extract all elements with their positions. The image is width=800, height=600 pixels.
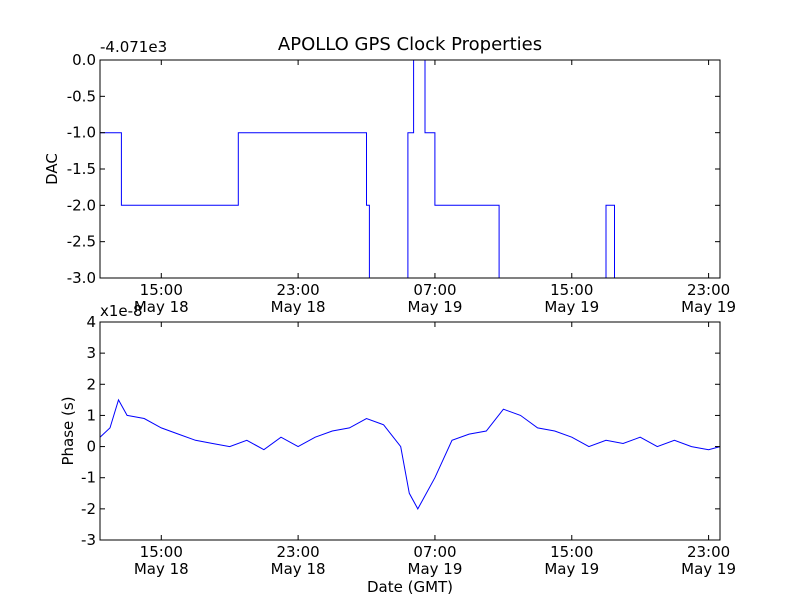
dac-x-tick-date: May 19 (408, 298, 463, 316)
dac-x-tick-date: May 19 (544, 298, 599, 316)
dac-y-tick-label: -2.0 (67, 196, 96, 214)
dac-x-tick-time: 15:00 (140, 281, 183, 299)
phase-y-tick-label: -2 (81, 500, 96, 518)
dac-x-tick-time: 23:00 (276, 281, 319, 299)
dac-y-tick-label: -3.0 (67, 269, 96, 287)
phase-y-tick-label: 4 (86, 313, 96, 331)
phase-x-tick-time: 23:00 (276, 543, 319, 561)
dac-x-tick-time: 15:00 (550, 281, 593, 299)
dac-x-tick-date: May 19 (681, 298, 736, 316)
dac-x-tick-date: May 18 (271, 298, 326, 316)
phase-x-tick-time: 15:00 (550, 543, 593, 561)
phase-x-tick-time: 23:00 (687, 543, 730, 561)
phase-y-tick-label: -1 (81, 469, 96, 487)
phase-x-tick-date: May 19 (408, 560, 463, 578)
dac-x-tick-date: May 18 (134, 298, 189, 316)
phase-y-tick-label: -3 (81, 531, 96, 549)
x-axis-label: Date (GMT) (367, 578, 453, 596)
phase-axes-frame (99, 321, 721, 541)
phase-x-tick-date: May 19 (681, 560, 736, 578)
phase-plot-area (99, 398, 721, 510)
chart-title: APOLLO GPS Clock Properties (278, 34, 542, 55)
dac-offset-text: -4.071e3 (100, 38, 167, 56)
dac-y-tick-label: -0.5 (67, 87, 96, 105)
phase-y-ticks: 4 3 2 1 0 -1 -2 -3 (81, 313, 720, 549)
phase-offset-text: x1e-8 (100, 302, 143, 320)
dac-x-tick-time: 23:00 (687, 281, 730, 299)
phase-y-tick-label: 1 (86, 406, 96, 424)
dac-y-tick-label: -1.5 (67, 160, 96, 178)
phase-y-tick-label: 0 (86, 438, 96, 456)
phase-x-tick-time: 15:00 (140, 543, 183, 561)
phase-x-tick-date: May 18 (271, 560, 326, 578)
phase-y-tick-label: 2 (86, 375, 96, 393)
dac-y-tick-label: -2.5 (67, 233, 96, 251)
dac-x-tick-time: 07:00 (413, 281, 456, 299)
phase-x-tick-date: May 18 (134, 560, 189, 578)
phase-series-line (99, 398, 721, 510)
phase-y-axis-label: Phase (s) (59, 396, 77, 465)
dac-y-axis-label: DAC (43, 153, 61, 185)
phase-x-tick-time: 07:00 (413, 543, 456, 561)
dac-y-tick-label: -1.0 (67, 124, 96, 142)
phase-x-tick-date: May 19 (544, 560, 599, 578)
phase-y-tick-label: 3 (86, 344, 96, 362)
dac-y-ticks: 0.0 -0.5 -1.0 -1.5 -2.0 -2.5 -3.0 (67, 51, 720, 287)
dac-y-tick-label: 0.0 (72, 51, 96, 69)
